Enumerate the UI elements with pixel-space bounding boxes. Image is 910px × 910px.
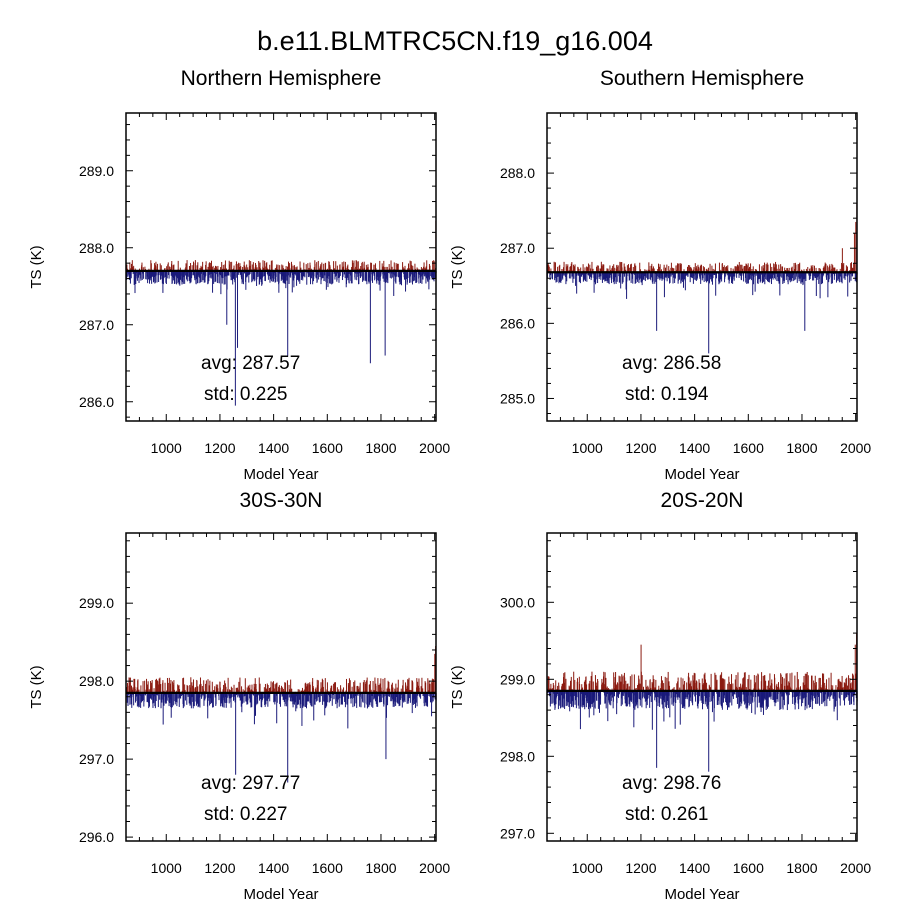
chart-panel: Southern Hemisphere 1000 1200 1400 1600 1800 2…	[449, 67, 871, 483]
x-tick-label: 1400	[679, 860, 710, 876]
y-tick-label: 296.0	[79, 829, 114, 845]
y-tick-label: 298.0	[79, 673, 114, 689]
panels: Northern Hemisphere 1000 1200 1400 1600 1800 2…	[28, 67, 871, 903]
y-axis-label: TS (K)	[28, 665, 45, 708]
y-tick-label: 287.0	[500, 240, 535, 256]
bar-series	[546, 633, 858, 772]
std-annotation: std: 0.194	[625, 384, 709, 405]
x-tick-label: 1600	[312, 860, 343, 876]
y-tick-label: 289.0	[79, 163, 114, 179]
y-tick-label: 299.0	[79, 595, 114, 611]
bar-series	[125, 220, 437, 406]
bar-series	[546, 203, 858, 354]
avg-annotation: avg: 287.57	[201, 353, 300, 374]
plot-frame	[546, 112, 858, 422]
bar-series	[125, 646, 437, 783]
x-tick-label: 2000	[419, 860, 450, 876]
panel-title: 30S-30N	[240, 489, 323, 512]
x-tick-label: 1000	[572, 860, 603, 876]
avg-annotation: avg: 286.58	[622, 353, 721, 374]
x-tick-label: 1200	[204, 440, 235, 456]
y-tick-label: 288.0	[500, 165, 535, 181]
x-tick-label: 1200	[204, 860, 235, 876]
chart-panel: 30S-30N 1000 1200 1400 1600 1800 2000 296.0 297.…	[28, 489, 450, 903]
x-tick-label: 1000	[572, 440, 603, 456]
y-tick-label: 297.0	[79, 751, 114, 767]
x-tick-label: 1400	[679, 440, 710, 456]
y-axis-label: TS (K)	[28, 245, 45, 288]
x-tick-label: 1000	[151, 860, 182, 876]
figure-title: b.e11.BLMTRC5CN.f19_g16.004	[257, 26, 653, 56]
y-tick-label: 288.0	[79, 240, 114, 256]
plot-frame	[125, 112, 437, 422]
avg-annotation: avg: 297.77	[201, 773, 300, 794]
x-axis-label: Model Year	[664, 466, 739, 483]
x-tick-label: 1000	[151, 440, 182, 456]
x-tick-label: 1800	[365, 860, 396, 876]
y-tick-label: 286.0	[500, 315, 535, 331]
x-tick-label: 1600	[312, 440, 343, 456]
y-tick-label: 286.0	[79, 394, 114, 410]
plot-frame	[546, 532, 858, 842]
x-tick-label: 1800	[786, 860, 817, 876]
x-tick-label: 1600	[733, 440, 764, 456]
x-axis-label: Model Year	[243, 466, 318, 483]
x-tick-label: 1800	[786, 440, 817, 456]
panel-title: Northern Hemisphere	[181, 67, 382, 90]
std-annotation: std: 0.225	[204, 384, 287, 405]
chart-panel: Northern Hemisphere 1000 1200 1400 1600 1800 2…	[28, 67, 450, 483]
x-tick-label: 1600	[733, 860, 764, 876]
panel-title: 20S-20N	[661, 489, 744, 512]
y-axis-label: TS (K)	[449, 245, 466, 288]
y-tick-label: 285.0	[500, 390, 535, 406]
x-tick-label: 1200	[625, 860, 656, 876]
x-tick-label: 1800	[365, 440, 396, 456]
x-tick-label: 1200	[625, 440, 656, 456]
x-tick-label: 2000	[840, 440, 871, 456]
x-tick-label: 1400	[258, 440, 289, 456]
std-annotation: std: 0.227	[204, 804, 287, 825]
x-tick-label: 2000	[419, 440, 450, 456]
x-tick-label: 1400	[258, 860, 289, 876]
y-tick-label: 287.0	[79, 317, 114, 333]
panel-title: Southern Hemisphere	[600, 67, 804, 90]
x-axis-label: Model Year	[243, 886, 318, 903]
plot-frame	[125, 532, 437, 842]
